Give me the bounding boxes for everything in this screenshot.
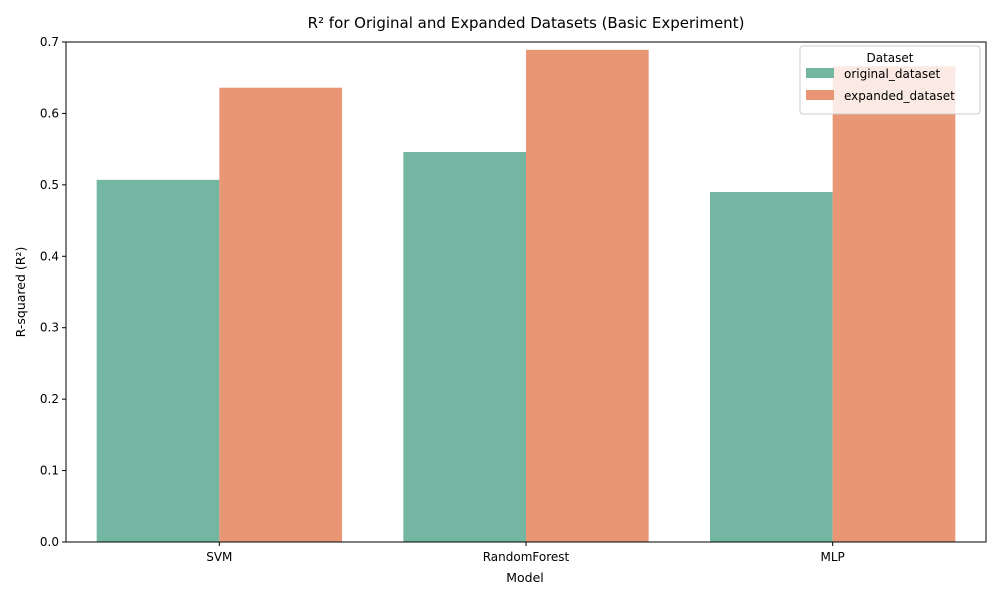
- chart-title: R² for Original and Expanded Datasets (B…: [308, 14, 745, 32]
- y-tick-label: 0.7: [40, 35, 59, 49]
- legend-label-expanded_dataset: expanded_dataset: [844, 89, 955, 103]
- bar-original_dataset-MLP: [710, 192, 833, 542]
- x-axis-ticks: SVM RandomForest MLP: [206, 542, 845, 564]
- y-axis-ticks: 0.0 0.1 0.2 0.3 0.4 0.5 0.6 0.7: [40, 35, 66, 549]
- x-tick-label-RandomForest: RandomForest: [483, 550, 570, 564]
- bar-expanded_dataset-MLP: [832, 66, 956, 543]
- bars-group: [96, 49, 956, 543]
- y-tick-label: 0.5: [40, 178, 59, 192]
- bar-original_dataset-SVM: [96, 179, 220, 542]
- legend-swatch-original_dataset: [806, 68, 834, 78]
- legend: Dataset original_dataset expanded_dataset: [799, 45, 981, 115]
- legend-swatch-expanded_dataset: [806, 90, 834, 100]
- bar-original_dataset-RandomForest: [403, 152, 526, 542]
- y-tick-label: 0.1: [40, 464, 59, 478]
- y-axis-label: R-squared (R²): [13, 247, 28, 338]
- x-tick-label-MLP: MLP: [821, 550, 845, 564]
- legend-title: Dataset: [867, 51, 914, 65]
- bar-expanded_dataset-RandomForest: [526, 49, 649, 542]
- x-axis-label: Model: [506, 570, 544, 585]
- legend-label-original_dataset: original_dataset: [844, 67, 941, 81]
- y-tick-label: 0.6: [40, 106, 59, 120]
- y-tick-label: 0.0: [40, 535, 59, 549]
- x-tick-label-SVM: SVM: [206, 550, 232, 564]
- y-tick-label: 0.4: [40, 249, 59, 263]
- y-tick-label: 0.3: [40, 321, 59, 335]
- legend-box: [799, 45, 981, 115]
- y-tick-label: 0.2: [40, 392, 59, 406]
- bar-expanded_dataset-SVM: [219, 87, 342, 542]
